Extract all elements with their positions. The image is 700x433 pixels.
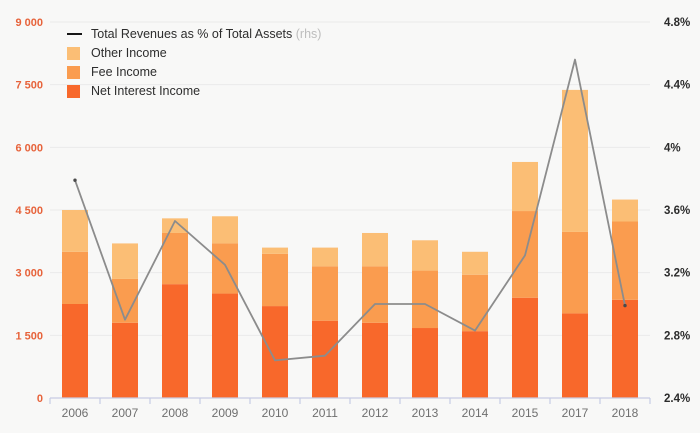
legend-label: Fee Income xyxy=(91,65,158,79)
x-axis-category-label: 2015 xyxy=(512,406,539,420)
x-axis-category-label: 2013 xyxy=(412,406,439,420)
left-axis-tick-label: 4 500 xyxy=(15,205,43,217)
legend: Total Revenues as % of Total Assets (rhs… xyxy=(67,27,321,98)
legend-swatch-net-interest-income xyxy=(67,84,80,98)
bar-segment xyxy=(62,251,88,304)
bar-segment xyxy=(162,218,188,233)
bar-segment xyxy=(62,304,88,398)
bar-segment xyxy=(412,270,438,329)
line-endpoint xyxy=(623,303,627,308)
bar-segment xyxy=(362,232,388,267)
bar-segment xyxy=(562,231,588,314)
x-axis-category-label: 2014 xyxy=(462,406,489,420)
right-axis-tick-label: 2.8% xyxy=(664,330,690,342)
legend-rhs-note: (rhs) xyxy=(295,27,322,41)
legend-item-fee-income: Fee Income xyxy=(67,65,321,79)
right-axis-tick-label: 4% xyxy=(664,142,681,154)
bar-segment xyxy=(312,266,338,321)
bar-segment xyxy=(262,306,288,398)
legend-swatch-fee-income xyxy=(67,65,80,79)
line-endpoint xyxy=(73,178,77,182)
left-axis-tick-label: 1 500 xyxy=(15,330,43,342)
total-revenues-line xyxy=(74,58,626,362)
right-axis-tick-label: 3.2% xyxy=(664,268,690,280)
left-axis-tick-label: 3 000 xyxy=(15,268,43,280)
bar-segment xyxy=(512,297,538,398)
bar-segment xyxy=(212,243,238,294)
bar-segment xyxy=(612,199,638,222)
bar-segment xyxy=(462,331,488,398)
legend-swatch-other-income xyxy=(67,46,80,60)
bar-segment xyxy=(462,251,488,275)
left-axis-tick-label: 9 000 xyxy=(15,17,43,29)
bar-segment xyxy=(162,232,188,285)
bar-segment xyxy=(162,284,188,398)
bar-segment xyxy=(212,293,238,398)
bar-segment xyxy=(312,320,338,398)
right-axis-tick-label: 4.8% xyxy=(664,17,690,29)
legend-item-other-income: Other Income xyxy=(67,46,321,60)
bar-segment xyxy=(212,216,238,244)
bar-segment xyxy=(362,322,388,398)
bar-segment xyxy=(412,240,438,271)
bar-segment xyxy=(512,161,538,212)
x-axis-category-label: 2008 xyxy=(162,406,189,420)
legend-label: Total Revenues as % of Total Assets (rhs… xyxy=(91,27,322,41)
bar-segment xyxy=(112,243,138,279)
bar-segment xyxy=(612,299,638,398)
x-axis-category-label: 2011 xyxy=(312,406,338,420)
legend-line-marker xyxy=(67,32,82,36)
right-axis-tick-label: 2.4% xyxy=(664,393,690,405)
bar-segment xyxy=(412,328,438,398)
legend-item-total-revenues: Total Revenues as % of Total Assets (rhs… xyxy=(67,27,321,41)
bar-segment xyxy=(562,313,588,398)
bar-segment xyxy=(562,89,588,232)
x-axis-category-label: 2010 xyxy=(262,406,289,420)
left-axis-tick-label: 6 000 xyxy=(15,142,43,154)
x-axis-category-label: 2012 xyxy=(362,406,389,420)
bar-segment xyxy=(112,322,138,398)
x-axis-category-label: 2007 xyxy=(112,406,139,420)
bar-segment xyxy=(462,274,488,332)
right-axis-tick-label: 3.6% xyxy=(664,205,690,217)
bar-segment xyxy=(312,247,338,267)
legend-label: Net Interest Income xyxy=(91,84,201,98)
right-axis-tick-label: 4.4% xyxy=(664,80,690,92)
x-axis-category-label: 2017 xyxy=(562,406,589,420)
x-axis-category-label: 2018 xyxy=(612,406,639,420)
bar-segment xyxy=(62,210,88,252)
x-axis-category-label: 2006 xyxy=(62,406,89,420)
legend-item-net-interest-income: Net Interest Income xyxy=(67,84,321,98)
bar-segment xyxy=(262,253,288,307)
left-axis-tick-label: 0 xyxy=(37,393,43,405)
x-axis-category-label: 2009 xyxy=(212,406,239,420)
legend-label: Other Income xyxy=(91,46,167,60)
bar-segment xyxy=(262,247,288,254)
left-axis-tick-label: 7 500 xyxy=(15,80,43,92)
